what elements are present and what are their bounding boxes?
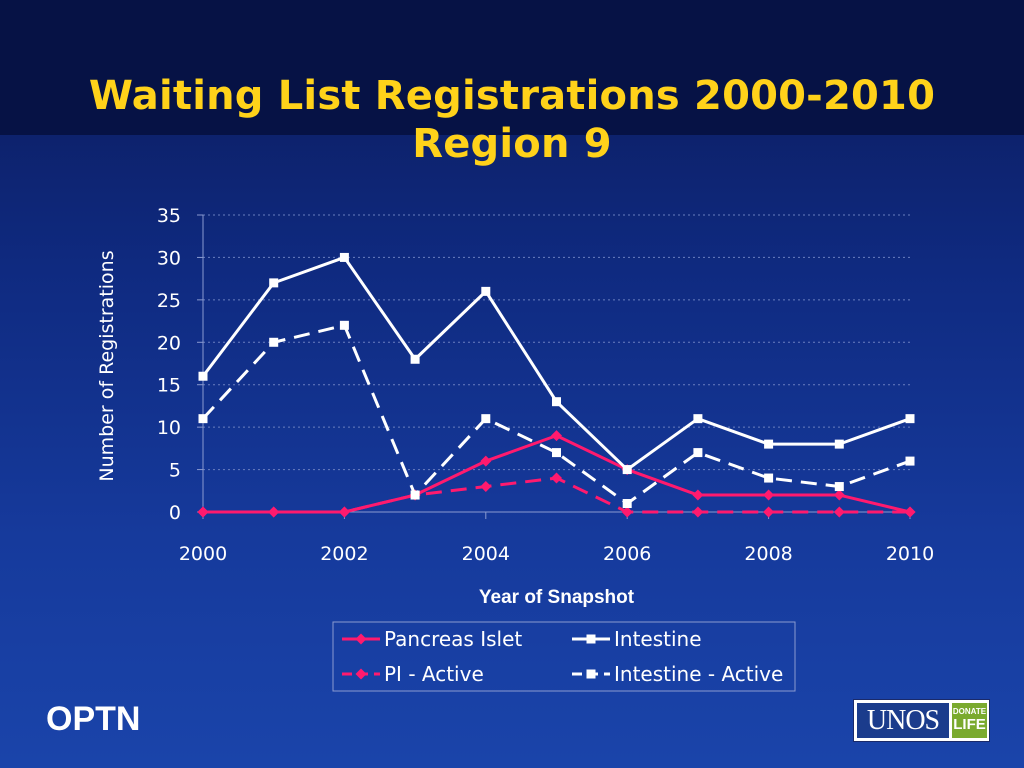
data-point	[355, 633, 367, 645]
legend: Pancreas Islet Intestine PI - Active Intest…	[332, 621, 796, 692]
series-intestine	[198, 252, 915, 475]
data-point	[338, 506, 350, 518]
data-point	[834, 439, 844, 449]
data-point	[410, 354, 420, 364]
data-point	[551, 472, 562, 484]
data-point	[764, 473, 774, 483]
y-tick-label: 5	[169, 460, 181, 482]
series-intestine-active	[198, 320, 915, 509]
donate-text: DONATE	[952, 707, 987, 716]
data-point	[833, 506, 845, 518]
data-point	[905, 414, 915, 424]
data-point	[269, 337, 279, 347]
data-point	[763, 489, 775, 501]
y-tick-label: 0	[169, 502, 181, 524]
data-point	[198, 371, 208, 381]
slide-title: Waiting List Registrations 2000-2010 Reg…	[0, 72, 1024, 168]
unos-logo-text: UNOS	[857, 703, 949, 738]
title-line-2: Region 9	[412, 121, 612, 167]
x-tick-label: 2010	[886, 543, 934, 565]
y-tick-label: 25	[157, 290, 181, 312]
x-tick-label: 2002	[320, 543, 368, 565]
legend-item: Pancreas Islet	[342, 627, 522, 651]
legend-item: Intestine - Active	[572, 662, 783, 686]
legend-label: Intestine	[614, 627, 702, 651]
data-point	[269, 278, 279, 288]
y-tick-label: 35	[157, 205, 181, 227]
data-point	[480, 455, 492, 467]
data-point	[622, 465, 632, 475]
data-point	[693, 414, 703, 424]
data-point	[355, 668, 367, 680]
optn-logo-text: OPTN	[46, 700, 141, 738]
data-point	[552, 448, 561, 458]
data-point	[480, 481, 492, 493]
legend-label: Pancreas Islet	[384, 627, 522, 651]
data-point	[692, 489, 704, 501]
data-point	[904, 506, 916, 518]
legend-label: PI - Active	[384, 662, 484, 686]
title-line-1: Waiting List Registrations 2000-2010	[88, 73, 936, 119]
data-point	[198, 414, 208, 424]
data-point	[339, 320, 349, 330]
legend-item: Intestine	[572, 627, 702, 651]
data-point	[551, 430, 562, 442]
data-point	[481, 414, 491, 424]
y-tick-label: 20	[157, 332, 181, 354]
data-point	[905, 456, 915, 466]
data-point	[621, 506, 633, 518]
x-tick-label: 2000	[179, 543, 227, 565]
y-tick-label: 15	[157, 375, 181, 397]
data-point	[586, 669, 596, 679]
x-axis-label: Year of Snapshot	[479, 587, 635, 608]
data-point	[764, 439, 774, 449]
unos-donate-life-logo: UNOS DONATE LIFE	[853, 699, 990, 742]
data-point	[552, 397, 561, 407]
data-point	[693, 448, 703, 458]
x-tick-label: 2004	[462, 543, 510, 565]
data-point	[692, 506, 704, 518]
donate-life-badge: DONATE LIFE	[952, 703, 987, 738]
data-point	[833, 489, 845, 501]
data-point	[197, 506, 209, 518]
legend-item: PI - Active	[342, 662, 484, 686]
x-tick-label: 2008	[744, 543, 792, 565]
data-point	[586, 634, 596, 644]
data-point	[622, 499, 632, 509]
title-band	[0, 0, 1024, 135]
data-point	[339, 252, 349, 262]
data-point	[268, 506, 280, 518]
legend-box	[332, 621, 796, 692]
data-point	[763, 506, 775, 518]
y-tick-label: 30	[157, 247, 181, 269]
y-tick-label: 10	[157, 417, 181, 439]
y-axis-label: Number of Registrations	[96, 250, 118, 481]
life-text: LIFE	[953, 716, 986, 733]
data-point	[481, 286, 491, 296]
data-point	[834, 482, 844, 492]
series-line	[201, 323, 911, 506]
x-tick-label: 2006	[603, 543, 651, 565]
legend-label: Intestine - Active	[614, 662, 783, 686]
data-point	[410, 490, 420, 500]
